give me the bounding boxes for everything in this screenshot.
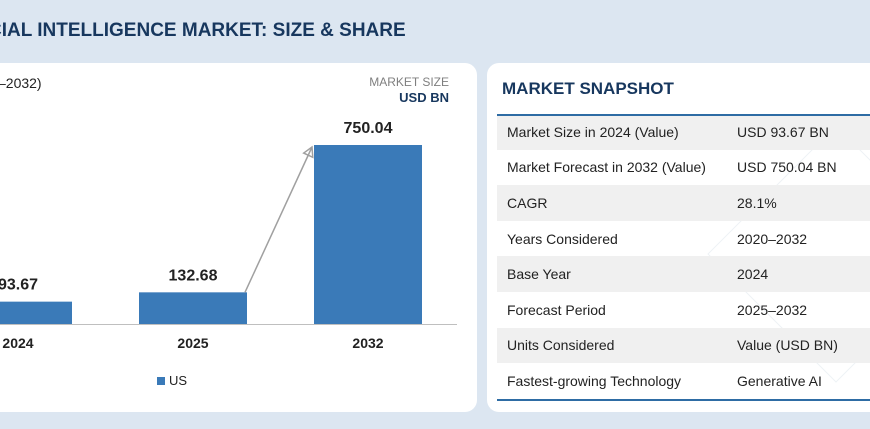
- growth-arrow-line: [244, 146, 313, 293]
- row-value: 2024: [737, 266, 769, 283]
- table-row: Units Considered Value (USD BN): [497, 327, 870, 364]
- row-value: 2020–2032: [737, 230, 808, 247]
- bar-2032: [314, 145, 422, 324]
- page-title: CIAL INTELLIGENCE MARKET: SIZE & SHARE: [0, 20, 406, 41]
- table-row: Base Year 2024: [497, 256, 870, 292]
- row-label: Base Year: [507, 266, 571, 283]
- x-tick-label: 2032: [352, 335, 383, 351]
- bar-value-label: 93.67: [0, 277, 38, 294]
- x-tick-label: 2025: [177, 335, 208, 351]
- table-row: Fastest-growing Technology Generative AI: [497, 363, 870, 399]
- bar-chart: 93.67 2024 132.68 2025 750.04 2032: [0, 120, 457, 351]
- x-tick-label: 2024: [2, 335, 33, 351]
- row-label: Units Considered: [507, 337, 615, 354]
- legend-label-us: US: [169, 373, 188, 388]
- row-label: CAGR: [507, 194, 548, 211]
- table-row: CAGR 28.1%: [497, 185, 870, 221]
- row-value: USD 93.67 BN: [737, 123, 829, 140]
- table-top-rule: [497, 114, 870, 116]
- row-value: USD 750.04 BN: [737, 159, 837, 176]
- market-snapshot-card: MARKET SNAPSHOT Market Size in 2024 (Val…: [487, 63, 870, 412]
- table-row: Years Considered 2020–2032: [497, 221, 870, 257]
- chart-legend: US: [157, 373, 187, 388]
- chart-card: –2032) MARKET SIZE USD BN 93.67 2024 132.6…: [0, 63, 477, 412]
- unit-label-bottom: USD BN: [399, 90, 449, 105]
- row-value: 28.1%: [737, 194, 777, 211]
- row-value: 2025–2032: [737, 301, 808, 318]
- table-row: Market Size in 2024 (Value) USD 93.67 BN: [497, 114, 870, 150]
- legend-swatch-us: [157, 376, 165, 385]
- row-label: Fastest-growing Technology: [507, 372, 682, 389]
- row-label: Years Considered: [507, 230, 618, 247]
- snapshot-table: Market Size in 2024 (Value) USD 93.67 BN M…: [497, 114, 870, 399]
- row-label: Forecast Period: [507, 301, 606, 318]
- bar-2025: [139, 292, 247, 324]
- table-row: Market Forecast in 2032 (Value) USD 750.0…: [497, 150, 870, 186]
- row-value: Generative AI: [737, 372, 822, 389]
- row-label: Market Forecast in 2032 (Value): [507, 159, 706, 176]
- table-row: Forecast Period 2025–2032: [497, 292, 870, 328]
- bar-value-label: 750.04: [344, 120, 393, 137]
- row-label: Market Size in 2024 (Value): [507, 123, 679, 140]
- unit-label-top: MARKET SIZE: [369, 75, 449, 89]
- snapshot-title: MARKET SNAPSHOT: [502, 79, 674, 98]
- bar-value-label: 132.68: [169, 267, 218, 284]
- growth-arrow-head: [302, 145, 314, 159]
- table-bottom-rule: [497, 399, 870, 401]
- chart-subtitle: –2032): [0, 75, 42, 91]
- bar-2024: [0, 301, 72, 324]
- row-value: Value (USD BN): [737, 337, 838, 354]
